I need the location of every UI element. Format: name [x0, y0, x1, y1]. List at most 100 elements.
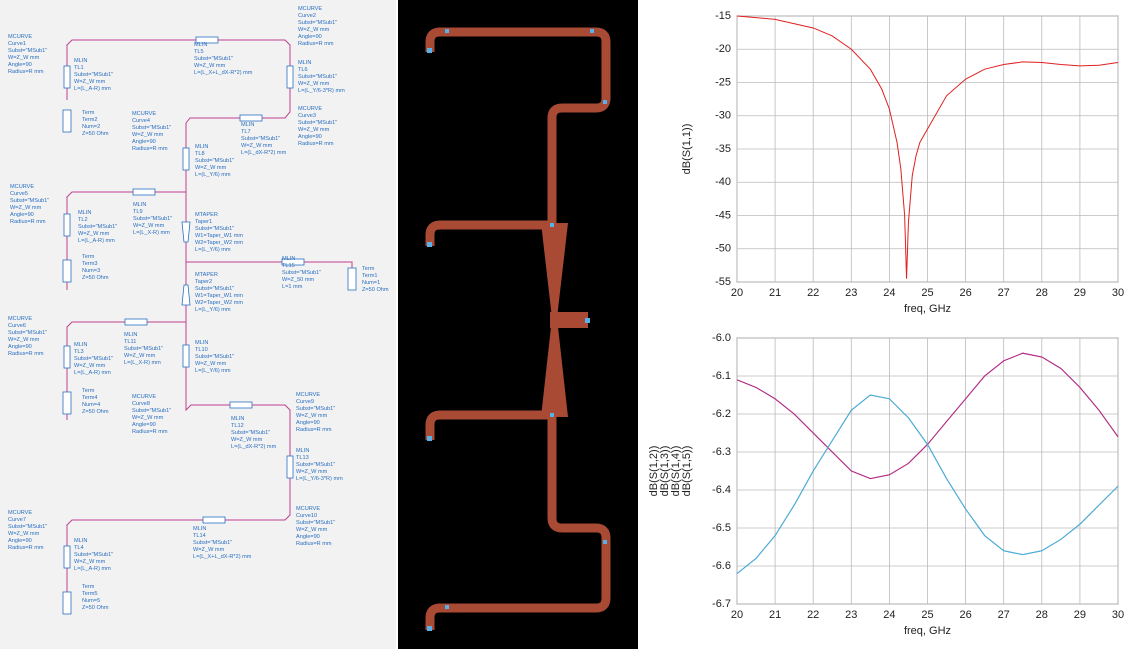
- x-tick-label: 28: [1036, 609, 1048, 621]
- component-label: MLIN: [124, 332, 137, 338]
- component-label: TL9: [133, 209, 143, 215]
- x-tick-label: 27: [998, 287, 1010, 299]
- series-label: dB(S(1,5)): [681, 446, 693, 497]
- component-label: L=(L_Y/6-3*R) mm: [296, 476, 343, 482]
- component-label: MLIN: [78, 210, 91, 216]
- component-label: MLIN: [74, 58, 87, 64]
- component-label: Subst="MSub1": [298, 120, 337, 126]
- component-label: Curve3: [298, 113, 316, 119]
- component-label: Subst="MSub1": [132, 125, 171, 131]
- component-label: Z=50 Ohm: [82, 131, 109, 137]
- component-label: L=(L_X+L_dX-R*2) mm: [194, 70, 253, 76]
- component-label: Subst="MSub1": [296, 462, 335, 468]
- component-label: TL8: [195, 151, 205, 157]
- x-axis-label: freq, GHz: [904, 625, 951, 637]
- component-label: Subst="MSub1": [195, 286, 234, 292]
- component-label: MLIN: [282, 256, 295, 262]
- y-tick-label: -15: [715, 10, 731, 22]
- component-label: MLIN: [195, 144, 208, 150]
- component-label: MLIN: [74, 342, 87, 348]
- component-label: Angle=90: [132, 139, 156, 145]
- x-tick-label: 26: [959, 287, 971, 299]
- y-tick-label: -6.1: [712, 370, 731, 382]
- component-label: W=Z_W mm: [74, 363, 106, 369]
- component-label: Subst="MSub1": [8, 524, 47, 530]
- component-label: W=Z_W mm: [8, 55, 40, 61]
- component-label: Angle=90: [10, 212, 34, 218]
- component-label: MLIN: [74, 538, 87, 544]
- component-label: Subst="MSub1": [124, 346, 163, 352]
- y-tick-label: -6.3: [712, 446, 731, 458]
- y-tick-label: -6.0: [712, 332, 731, 344]
- x-tick-label: 24: [883, 287, 895, 299]
- component-label: W=Z_W mm: [298, 127, 330, 133]
- component-label: Curve7: [8, 517, 26, 523]
- component-label: MCURVE: [8, 510, 32, 516]
- component-label: Subst="MSub1": [193, 540, 232, 546]
- component-label: Angle=90: [296, 534, 320, 540]
- component-label: Term: [82, 110, 95, 116]
- component-label: Num=5: [82, 598, 100, 604]
- y-tick-label: -45: [715, 209, 731, 221]
- layout-port-stub: [550, 312, 588, 328]
- component-label: W=Z_W mm: [8, 531, 40, 537]
- y-tick-label: -40: [715, 176, 731, 188]
- component-label: Angle=90: [8, 62, 32, 68]
- x-tick-label: 30: [1112, 287, 1124, 299]
- component-label: L=(L_dX-R*2) mm: [241, 150, 287, 156]
- y-tick-label: -6.5: [712, 522, 731, 534]
- component-label: Subst="MSub1": [74, 356, 113, 362]
- component-label: W2=Taper_W2 mm: [195, 240, 243, 246]
- component-label: W=Z_W mm: [298, 27, 330, 33]
- component-label: MLIN: [194, 42, 207, 48]
- component-label: Term3: [82, 261, 98, 267]
- component-label: Radius=R mm: [8, 545, 44, 551]
- component-label: L=(L_Y/6) mm: [195, 247, 231, 253]
- component-label: W=Z_W mm: [241, 143, 273, 149]
- component-label: TL6: [298, 67, 308, 73]
- component-label: W=Z_W mm: [78, 231, 110, 237]
- component-label: MCURVE: [8, 34, 32, 40]
- component-label: Z=50 Ohm: [362, 287, 389, 293]
- component-label: MLIN: [298, 60, 311, 66]
- component-label: Radius=R mm: [10, 219, 46, 225]
- component-label: TL15: [282, 263, 295, 269]
- component-label: L=(L_Y/6) mm: [195, 368, 231, 374]
- component-label: Radius=R mm: [298, 141, 334, 147]
- x-tick-label: 30: [1112, 609, 1124, 621]
- component-label: Taper2: [195, 279, 212, 285]
- component-label: Subst="MSub1": [78, 224, 117, 230]
- component-label: Subst="MSub1": [195, 158, 234, 164]
- component-label: MCURVE: [10, 184, 34, 190]
- component-label: W=Z_W mm: [195, 165, 227, 171]
- component-label: W=Z_W mm: [132, 132, 164, 138]
- component-label: MLIN: [133, 202, 146, 208]
- x-tick-label: 29: [1074, 609, 1086, 621]
- component-label: MCURVE: [298, 106, 322, 112]
- component-label: Subst="MSub1": [194, 56, 233, 62]
- component-label: TL5: [194, 49, 204, 55]
- x-tick-label: 28: [1036, 287, 1048, 299]
- component-label: Num=4: [82, 402, 100, 408]
- component-label: L=(L_Y/6) mm: [195, 307, 231, 313]
- component-label: L=(L_X-R) mm: [133, 230, 170, 236]
- series-label: dB(S(1,2)): [648, 446, 660, 497]
- series-line: [736, 394, 1119, 574]
- component-label: W=Z_50 mm: [282, 277, 315, 283]
- component-label: MCURVE: [296, 506, 320, 512]
- y-tick-label: -6.4: [712, 484, 731, 496]
- series-label: dB(S(1,3)): [659, 446, 671, 497]
- component-label: MLIN: [231, 416, 244, 422]
- component-label: Angle=90: [8, 344, 32, 350]
- component-label: W=Z_W mm: [8, 337, 40, 343]
- component-label: Term: [82, 584, 95, 590]
- series-line: [736, 15, 1119, 279]
- component-label: Term: [362, 266, 375, 272]
- component-label: L=(L_dX-R*2) mm: [231, 444, 277, 450]
- component-label: Num=3: [82, 268, 100, 274]
- x-tick-label: 22: [807, 287, 819, 299]
- component-label: Subst="MSub1": [10, 198, 49, 204]
- component-label: Subst="MSub1": [282, 270, 321, 276]
